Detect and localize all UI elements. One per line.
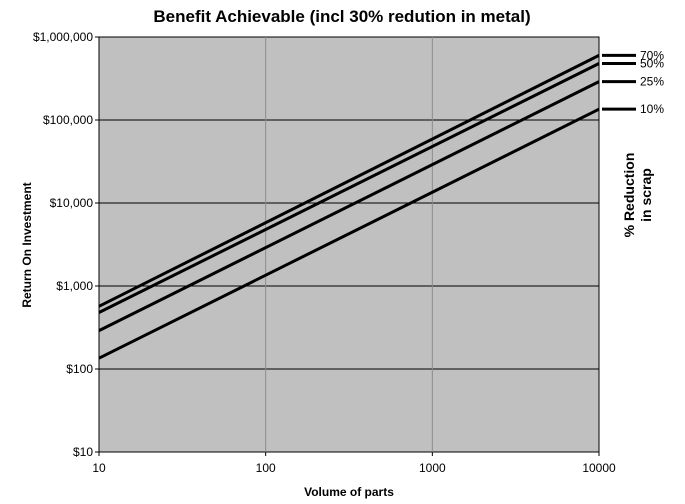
legend-label: 10% — [640, 102, 664, 116]
x-axis-ticks: 10 100 1000 10000 — [92, 452, 616, 475]
legend: 70%50% 25% 10% % Reductionin scrap — [602, 48, 664, 237]
y-tick-label: $10,000 — [50, 196, 94, 210]
legend-title-line: in scrap — [638, 168, 654, 222]
legend-title-line: % Reduction — [621, 153, 637, 238]
chart-title: Benefit Achievable (incl 30% redution in… — [153, 7, 530, 26]
x-tick-label: 100 — [256, 461, 276, 475]
series-line-70pct — [98, 54, 600, 308]
y-axis-ticks: $10 $100 $1,000 $10,000 $100,000 $1,000,000 — [33, 30, 99, 459]
y-tick-label: $100 — [66, 362, 93, 376]
y-tick-label: $10 — [73, 445, 93, 459]
y-tick-label: $1,000 — [56, 279, 93, 293]
y-tick-label: $100,000 — [43, 113, 93, 127]
y-axis-title: Return On Investment — [20, 182, 34, 307]
x-tick-label: 10 — [92, 461, 106, 475]
x-tick-label: 10000 — [582, 461, 616, 475]
x-axis-title: Volume of parts — [304, 485, 394, 499]
series-line-50pct — [98, 62, 600, 314]
y-tick-label: $1,000,000 — [33, 30, 93, 44]
x-tick-label: 1000 — [419, 461, 446, 475]
series-line-10pct — [98, 107, 600, 360]
legend-label: 25% — [640, 75, 664, 89]
legend-label: 50% — [640, 56, 664, 70]
series-line-25pct — [98, 80, 600, 332]
grid-lines — [99, 37, 599, 452]
legend-label: 70% — [640, 48, 664, 62]
legend-title: % Reductionin scrap — [621, 153, 654, 238]
series-lines — [98, 54, 600, 360]
